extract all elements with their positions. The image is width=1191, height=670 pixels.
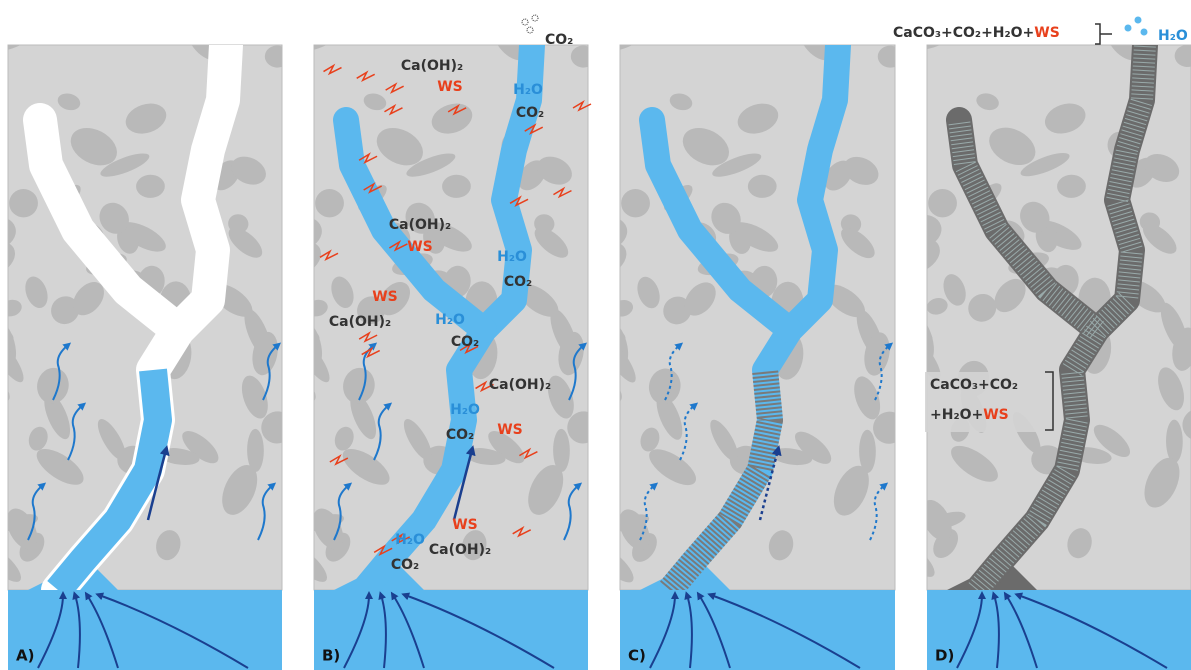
- water: [8, 590, 282, 670]
- gas-icon: [1141, 29, 1148, 36]
- gas-icon: [1135, 17, 1142, 24]
- formula-ws: WS: [1034, 25, 1060, 41]
- annotation: WS: [407, 239, 433, 255]
- annotation: CO₂: [391, 557, 419, 573]
- aggregate: [0, 394, 8, 419]
- panel-label: C): [628, 647, 646, 665]
- bracket: [1095, 24, 1112, 44]
- annotation: Ca(OH)₂: [401, 58, 463, 74]
- annotation: Ca(OH)₂: [389, 217, 451, 233]
- annotation: WS: [372, 289, 398, 305]
- gas-label: H₂O: [1158, 28, 1188, 44]
- panel-label: B): [322, 647, 340, 665]
- water: [314, 590, 588, 670]
- formula: CaCO₃+CO₂+H₂O+WS: [893, 25, 1060, 41]
- formula: +H₂O+WS: [930, 407, 1009, 423]
- gas-icon: [522, 19, 528, 25]
- annotation: WS: [452, 517, 478, 533]
- panel-label: D): [935, 647, 954, 665]
- aggregate: [892, 71, 921, 93]
- aggregate: [896, 387, 926, 412]
- panel-label: A): [16, 647, 34, 665]
- annotation: Ca(OH)₂: [489, 377, 551, 393]
- annotation: CO₂: [446, 427, 474, 443]
- aggregate: [284, 394, 314, 419]
- annotation: H₂O: [395, 532, 425, 548]
- aggregate: [278, 45, 312, 80]
- aggregate: [0, 45, 5, 80]
- gas-icon: [1125, 25, 1132, 32]
- annotation: CO₂: [451, 334, 479, 350]
- formula: CaCO₃+CO₂: [930, 377, 1018, 393]
- aggregate: [891, 45, 925, 80]
- gas-icon: [532, 15, 538, 21]
- annotation: H₂O: [450, 402, 480, 418]
- gas-label: CO₂: [545, 32, 573, 48]
- annotation: H₂O: [513, 82, 543, 98]
- annotation: H₂O: [435, 312, 465, 328]
- water: [620, 590, 895, 670]
- aggregate: [584, 45, 618, 80]
- annotation: Ca(OH)₂: [429, 542, 491, 558]
- formula-part: +H₂O+: [930, 407, 983, 423]
- annotation: CO₂: [504, 274, 532, 290]
- annotation: WS: [437, 79, 463, 95]
- diagram: A) B) C) D) Ca(OH)₂ WS H₂O CO₂ Ca(OH)₂ WS H₂O CO₂ WS…: [0, 0, 1191, 670]
- gas-icon: [527, 27, 533, 33]
- annotation: WS: [497, 422, 523, 438]
- annotation: CO₂: [516, 105, 544, 121]
- formula-ws: WS: [983, 407, 1009, 423]
- formula-part: CaCO₃+CO₂+H₂O+: [893, 25, 1034, 41]
- annotation: Ca(OH)₂: [329, 314, 391, 330]
- aggregate: [590, 395, 620, 420]
- annotation: H₂O: [497, 249, 527, 265]
